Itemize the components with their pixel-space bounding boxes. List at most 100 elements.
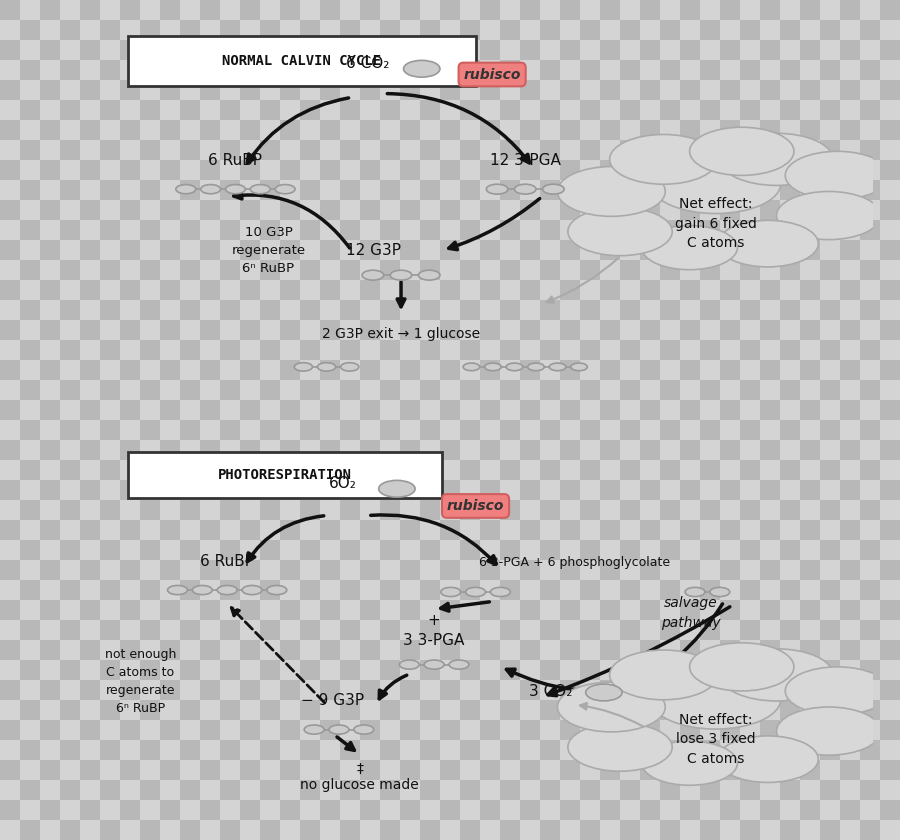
Bar <box>500 500 520 520</box>
Bar <box>660 800 680 820</box>
Bar <box>620 500 640 520</box>
Bar <box>820 40 840 60</box>
Bar <box>140 140 160 160</box>
Bar <box>600 0 620 20</box>
Bar <box>640 200 660 220</box>
Bar <box>640 680 660 700</box>
Bar <box>780 640 800 660</box>
Bar <box>260 220 280 240</box>
Bar <box>420 0 440 20</box>
Circle shape <box>506 363 523 370</box>
Bar <box>60 120 80 140</box>
Bar <box>840 340 860 360</box>
Bar <box>0 220 20 240</box>
Bar <box>100 380 120 400</box>
Bar <box>60 680 80 700</box>
Text: 12 3-PGA: 12 3-PGA <box>490 153 561 168</box>
Bar <box>260 460 280 480</box>
Bar <box>680 660 700 680</box>
Bar <box>840 520 860 540</box>
Bar <box>860 40 880 60</box>
Bar <box>0 760 20 780</box>
Bar <box>200 220 220 240</box>
Bar <box>520 820 540 840</box>
Bar <box>660 560 680 580</box>
Bar <box>200 440 220 460</box>
Bar <box>80 200 100 220</box>
Bar <box>460 180 480 200</box>
Bar <box>660 0 680 20</box>
Bar <box>720 600 740 620</box>
Bar <box>540 580 560 600</box>
Bar <box>660 120 680 140</box>
Bar <box>740 360 760 380</box>
Bar <box>500 780 520 800</box>
Bar <box>660 20 680 40</box>
Bar <box>720 120 740 140</box>
Bar <box>320 140 340 160</box>
Bar <box>360 680 380 700</box>
Bar <box>160 340 180 360</box>
Bar <box>400 620 420 640</box>
Bar <box>600 80 620 100</box>
Bar <box>20 640 40 660</box>
Bar <box>740 80 760 100</box>
Bar <box>600 360 620 380</box>
Bar <box>360 440 380 460</box>
Bar <box>500 200 520 220</box>
Bar <box>680 0 700 20</box>
Bar <box>180 460 200 480</box>
Bar <box>420 500 440 520</box>
Bar <box>680 240 700 260</box>
Bar <box>80 60 100 80</box>
Bar <box>480 480 500 500</box>
Bar <box>860 820 880 840</box>
Bar <box>520 140 540 160</box>
Bar <box>160 600 180 620</box>
Bar <box>860 380 880 400</box>
Bar <box>360 160 380 180</box>
Bar <box>560 380 580 400</box>
Bar <box>360 460 380 480</box>
Bar <box>20 380 40 400</box>
Bar <box>540 780 560 800</box>
Bar <box>700 640 720 660</box>
Bar <box>860 620 880 640</box>
Bar <box>240 600 260 620</box>
FancyBboxPatch shape <box>128 453 443 498</box>
Bar <box>820 0 840 20</box>
Bar <box>840 560 860 580</box>
Bar <box>120 100 140 120</box>
Bar <box>180 740 200 760</box>
Bar <box>860 680 880 700</box>
Circle shape <box>642 741 737 785</box>
Bar <box>200 400 220 420</box>
Bar <box>100 40 120 60</box>
Bar <box>620 180 640 200</box>
Bar <box>140 680 160 700</box>
Bar <box>440 160 460 180</box>
Bar <box>660 340 680 360</box>
Bar <box>280 420 300 440</box>
Bar <box>40 600 60 620</box>
Bar <box>140 720 160 740</box>
Bar <box>860 60 880 80</box>
Bar <box>440 400 460 420</box>
Bar <box>620 720 640 740</box>
Circle shape <box>557 682 665 732</box>
Bar <box>200 340 220 360</box>
Bar <box>520 280 540 300</box>
Bar <box>680 300 700 320</box>
Bar <box>660 760 680 780</box>
Bar <box>680 360 700 380</box>
Bar <box>0 340 20 360</box>
Bar <box>680 80 700 100</box>
Bar <box>80 260 100 280</box>
Bar <box>660 280 680 300</box>
Bar <box>780 80 800 100</box>
Bar <box>220 740 240 760</box>
Bar <box>520 40 540 60</box>
Bar <box>280 320 300 340</box>
Bar <box>680 120 700 140</box>
Bar <box>580 460 600 480</box>
